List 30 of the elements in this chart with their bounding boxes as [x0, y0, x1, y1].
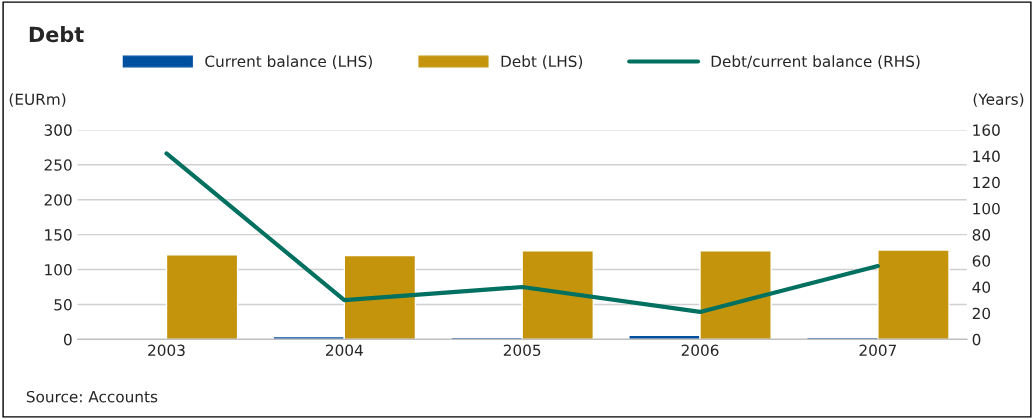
line-series — [164, 151, 880, 314]
y-tick-label: 0 — [63, 333, 72, 346]
y-tick-label: 250 — [44, 159, 72, 171]
y-axis-title: (EURm) — [9, 93, 66, 107]
y-tick-label: 100 — [45, 264, 72, 276]
y2-tick-label: 0 — [972, 333, 981, 346]
y2-tick-label: 100 — [973, 202, 1000, 215]
y-tick-label: 300 — [44, 124, 72, 136]
y2-tick-label: 40 — [972, 281, 991, 294]
x-tick-label: 2004 — [326, 344, 363, 357]
y2-tick-label: 160 — [973, 124, 1000, 136]
x-tick-label: 2005 — [503, 344, 541, 357]
x-tick-label: 2007 — [859, 344, 896, 357]
source-note: Source: Accounts — [26, 390, 158, 403]
y2-tick-label: 80 — [972, 229, 991, 241]
y2-axis-title: (Years) — [973, 93, 1024, 107]
y2-tick-label: 20 — [972, 307, 991, 320]
legend-label: Debt/current balance (RHS) — [711, 55, 920, 69]
legend-label: Debt (LHS) — [501, 55, 583, 69]
legend-label: Current balance (LHS) — [205, 55, 372, 69]
y2-tick-label: 140 — [973, 150, 1000, 163]
y2-tick-label: 120 — [973, 176, 1000, 189]
bar — [165, 254, 239, 340]
y-tick-label: 150 — [45, 229, 72, 241]
x-tick-label: 2006 — [681, 344, 719, 357]
y-tick-label: 50 — [54, 298, 72, 311]
y2-tick-label: 60 — [972, 255, 991, 267]
y-tick-label: 200 — [44, 194, 72, 206]
chart-title: Debt — [29, 26, 84, 43]
x-tick-label: 2003 — [148, 344, 185, 357]
